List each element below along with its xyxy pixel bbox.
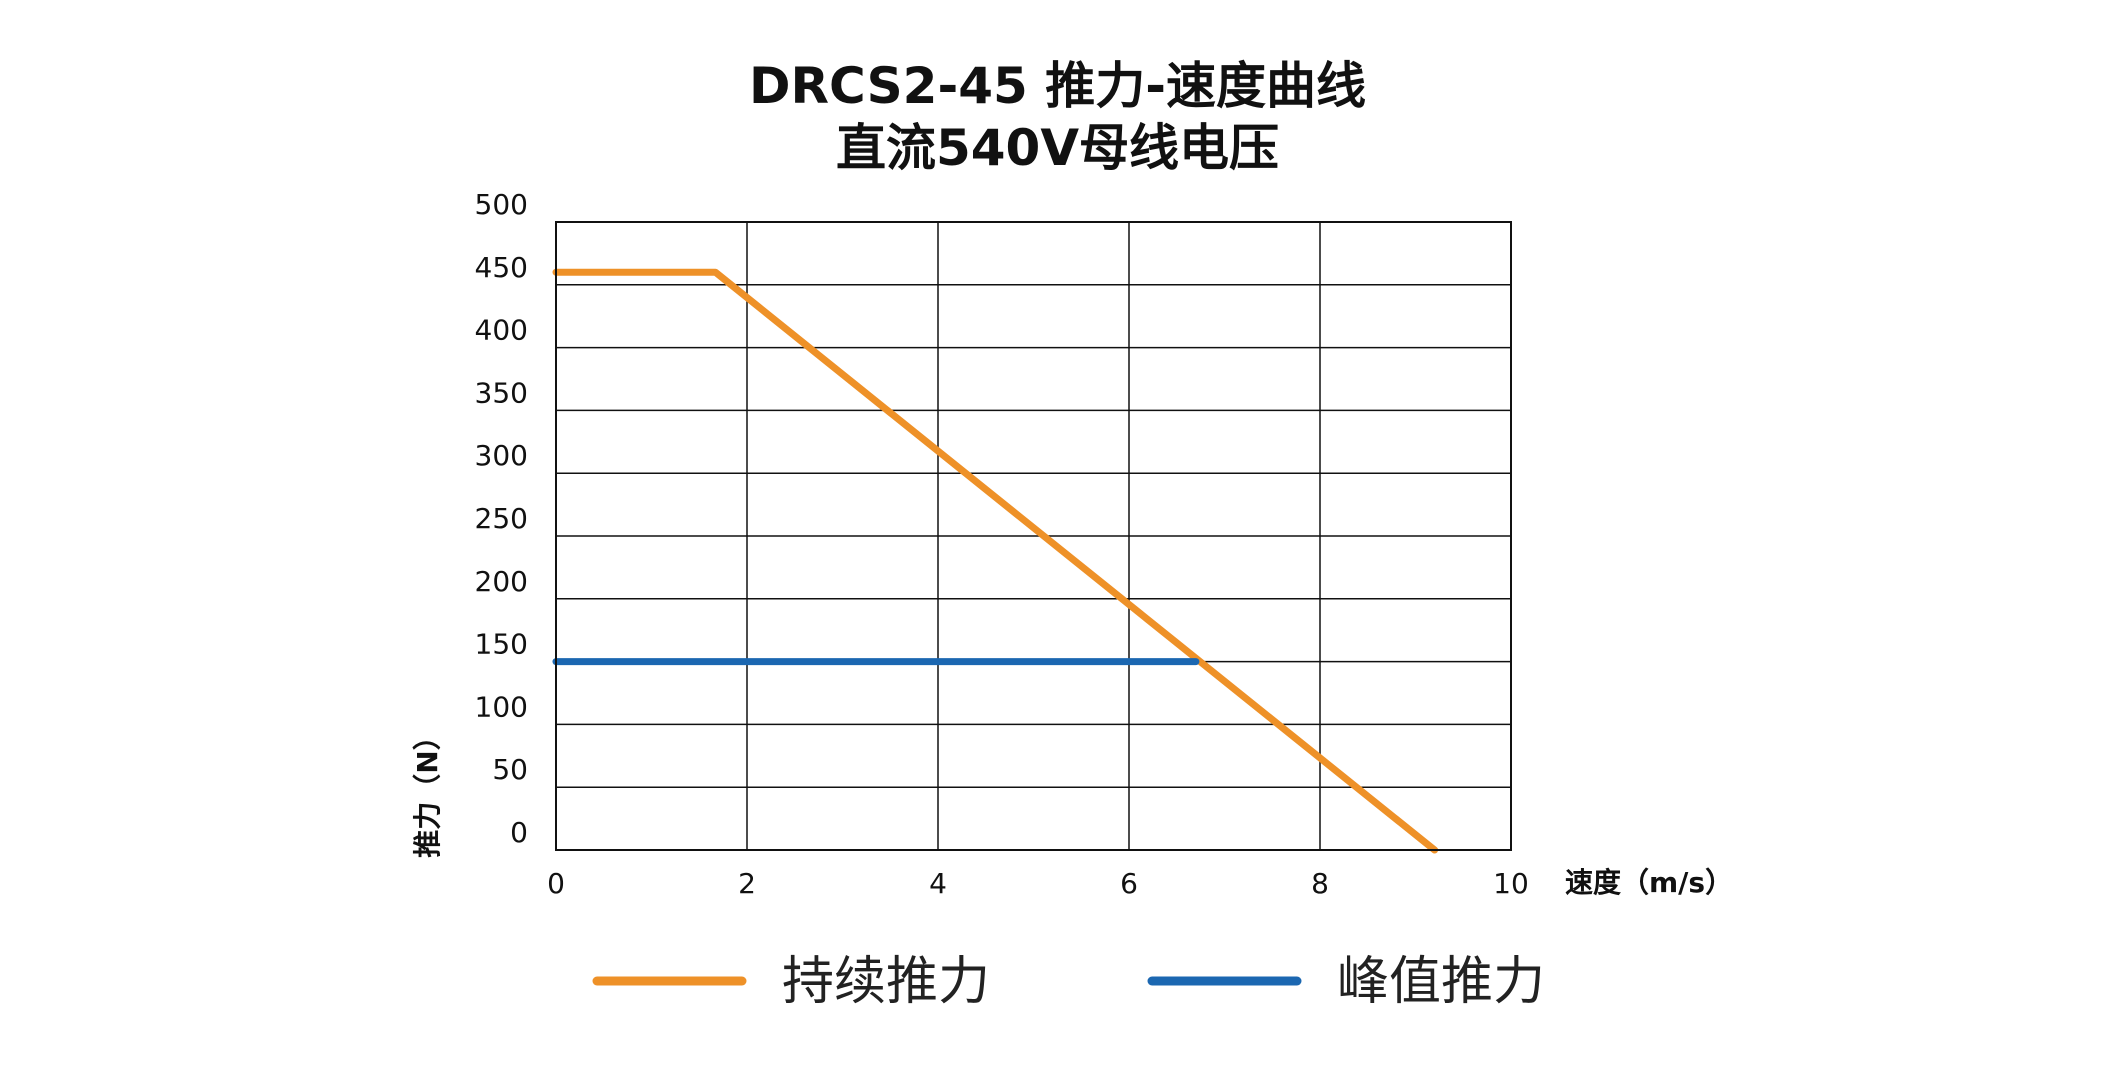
y-tick-label: 0 — [510, 816, 528, 849]
x-tick-label: 2 — [738, 867, 756, 900]
y-tick-label: 350 — [475, 376, 528, 409]
x-tick-label: 0 — [547, 867, 565, 900]
series-lines — [552, 268, 1439, 854]
y-tick-label: 150 — [475, 628, 528, 661]
chart-title-line2: 直流540V母线电压 — [835, 119, 1280, 177]
y-tick-label: 200 — [475, 565, 528, 598]
x-tick-label: 4 — [929, 867, 947, 900]
legend-label-1: 持续推力 — [782, 952, 990, 1012]
y-tick-label: 100 — [475, 690, 528, 723]
legend: 持续推力 峰值推力 — [592, 952, 1545, 1012]
x-tick-label: 10 — [1493, 867, 1529, 900]
x-tick-label: 8 — [1311, 867, 1329, 900]
plot-frame — [555, 221, 1512, 851]
y-tick-label: 50 — [492, 753, 528, 786]
chart-title-line1: DRCS2-45 推力-速度曲线 — [749, 57, 1366, 115]
y-tick-labels: 0 50 100 150 200 250 300 350 400 450 500 — [475, 188, 528, 849]
y-tick-label: 300 — [475, 439, 528, 472]
x-axis-label: 速度（m/s） — [1565, 866, 1733, 899]
chart-title: DRCS2-45 推力-速度曲线 直流540V母线电压 — [0, 55, 2115, 179]
y-tick-label: 400 — [475, 314, 528, 347]
x-tick-labels: 0 2 4 6 8 10 — [547, 867, 1529, 900]
legend-label-2: 峰值推力 — [1337, 952, 1545, 1012]
series-line-1 — [552, 268, 1439, 854]
y-tick-label: 250 — [475, 502, 528, 535]
y-axis-label: 推力（N） — [411, 722, 444, 857]
y-tick-label: 450 — [475, 251, 528, 284]
grid — [555, 221, 1512, 851]
y-tick-label: 500 — [475, 188, 528, 221]
x-tick-label: 6 — [1120, 867, 1138, 900]
